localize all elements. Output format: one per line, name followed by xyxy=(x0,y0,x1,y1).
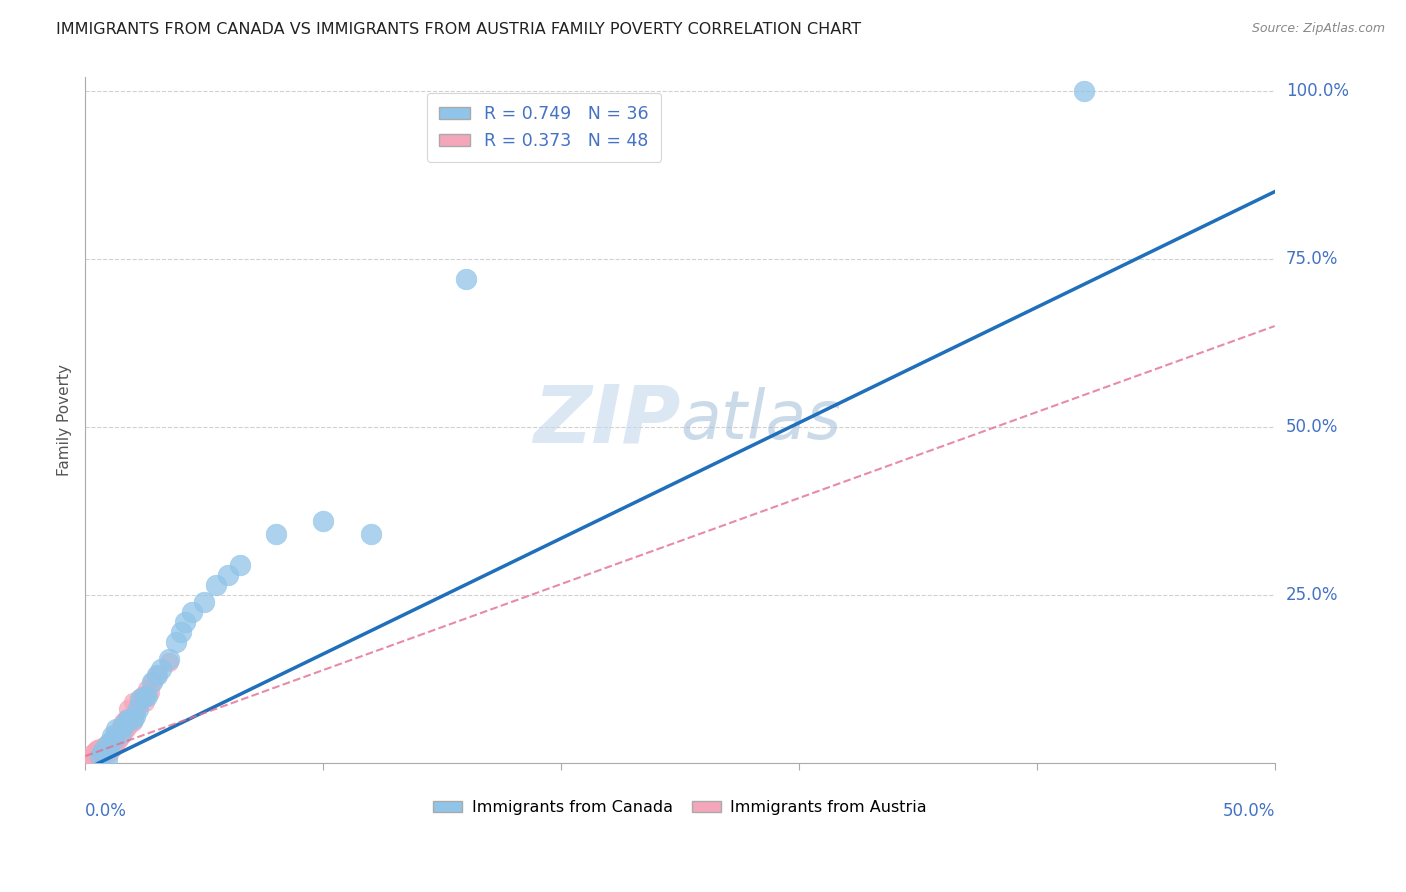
Point xyxy=(134,695,156,709)
Point xyxy=(127,702,149,716)
Point xyxy=(86,750,108,764)
Point xyxy=(145,668,167,682)
Point xyxy=(205,578,228,592)
Point xyxy=(165,635,187,649)
Point xyxy=(100,732,122,747)
Point xyxy=(98,736,121,750)
Point xyxy=(181,605,204,619)
Point xyxy=(129,692,152,706)
Point xyxy=(82,750,104,764)
Point xyxy=(110,725,132,739)
Point xyxy=(98,746,121,760)
Point xyxy=(96,752,118,766)
Point xyxy=(124,706,146,720)
Text: Source: ZipAtlas.com: Source: ZipAtlas.com xyxy=(1251,22,1385,36)
Point xyxy=(91,746,114,760)
Point xyxy=(83,749,105,764)
Point xyxy=(122,715,145,730)
Point xyxy=(141,675,163,690)
Text: 75.0%: 75.0% xyxy=(1286,250,1339,268)
Point xyxy=(217,567,239,582)
Point xyxy=(103,729,125,743)
Point xyxy=(157,651,180,665)
Point xyxy=(93,746,115,760)
Point xyxy=(312,514,335,528)
Point xyxy=(105,722,128,736)
Point xyxy=(98,739,121,753)
Point xyxy=(86,742,108,756)
Point xyxy=(112,725,135,739)
Point xyxy=(264,527,287,541)
Point xyxy=(134,689,156,703)
Point xyxy=(193,594,215,608)
Point xyxy=(83,744,105,758)
Text: ZIP: ZIP xyxy=(533,381,681,459)
Point xyxy=(100,729,122,743)
Point xyxy=(122,695,145,709)
Point xyxy=(117,712,139,726)
Point xyxy=(117,719,139,733)
Point xyxy=(136,689,159,703)
Point xyxy=(91,744,114,758)
Point xyxy=(110,729,132,743)
Point xyxy=(114,715,136,730)
Y-axis label: Family Poverty: Family Poverty xyxy=(58,364,72,476)
Point xyxy=(89,741,111,756)
Point xyxy=(100,742,122,756)
Point xyxy=(98,736,121,750)
Text: 0.0%: 0.0% xyxy=(86,802,128,820)
Point xyxy=(120,712,142,726)
Point xyxy=(112,715,135,730)
Point xyxy=(98,741,121,756)
Text: IMMIGRANTS FROM CANADA VS IMMIGRANTS FROM AUSTRIA FAMILY POVERTY CORRELATION CHA: IMMIGRANTS FROM CANADA VS IMMIGRANTS FRO… xyxy=(56,22,862,37)
Point xyxy=(169,624,191,639)
Point xyxy=(138,685,160,699)
Point xyxy=(145,668,167,682)
Point xyxy=(91,747,114,762)
Point xyxy=(86,747,108,762)
Point xyxy=(105,736,128,750)
Text: atlas: atlas xyxy=(681,387,841,453)
Point xyxy=(127,698,149,713)
Point xyxy=(89,749,111,764)
Point xyxy=(122,712,145,726)
Point xyxy=(105,725,128,739)
Point xyxy=(141,675,163,690)
Point xyxy=(89,746,111,760)
Point xyxy=(114,712,136,726)
Text: 25.0%: 25.0% xyxy=(1286,586,1339,604)
Point xyxy=(89,749,111,764)
Point xyxy=(82,746,104,760)
Point xyxy=(103,739,125,753)
Point xyxy=(103,732,125,747)
Point xyxy=(117,702,139,716)
Point xyxy=(114,722,136,736)
Point xyxy=(157,655,180,669)
Point xyxy=(360,527,382,541)
Point xyxy=(174,615,197,629)
Point xyxy=(124,708,146,723)
Text: 50.0%: 50.0% xyxy=(1286,417,1339,436)
Text: 100.0%: 100.0% xyxy=(1286,82,1348,100)
Point xyxy=(96,744,118,758)
Point xyxy=(93,742,115,756)
Point xyxy=(93,739,115,753)
Point xyxy=(110,719,132,733)
Point xyxy=(1073,84,1095,98)
Point xyxy=(129,692,152,706)
Point xyxy=(112,719,135,733)
Text: 50.0%: 50.0% xyxy=(1222,802,1275,820)
Point xyxy=(79,752,101,766)
Legend: Immigrants from Canada, Immigrants from Austria: Immigrants from Canada, Immigrants from … xyxy=(426,792,935,823)
Point xyxy=(131,689,153,703)
Point xyxy=(96,737,118,751)
Point xyxy=(107,732,129,747)
Point xyxy=(150,662,173,676)
Point xyxy=(229,558,252,572)
Point xyxy=(454,272,477,286)
Point xyxy=(136,681,159,696)
